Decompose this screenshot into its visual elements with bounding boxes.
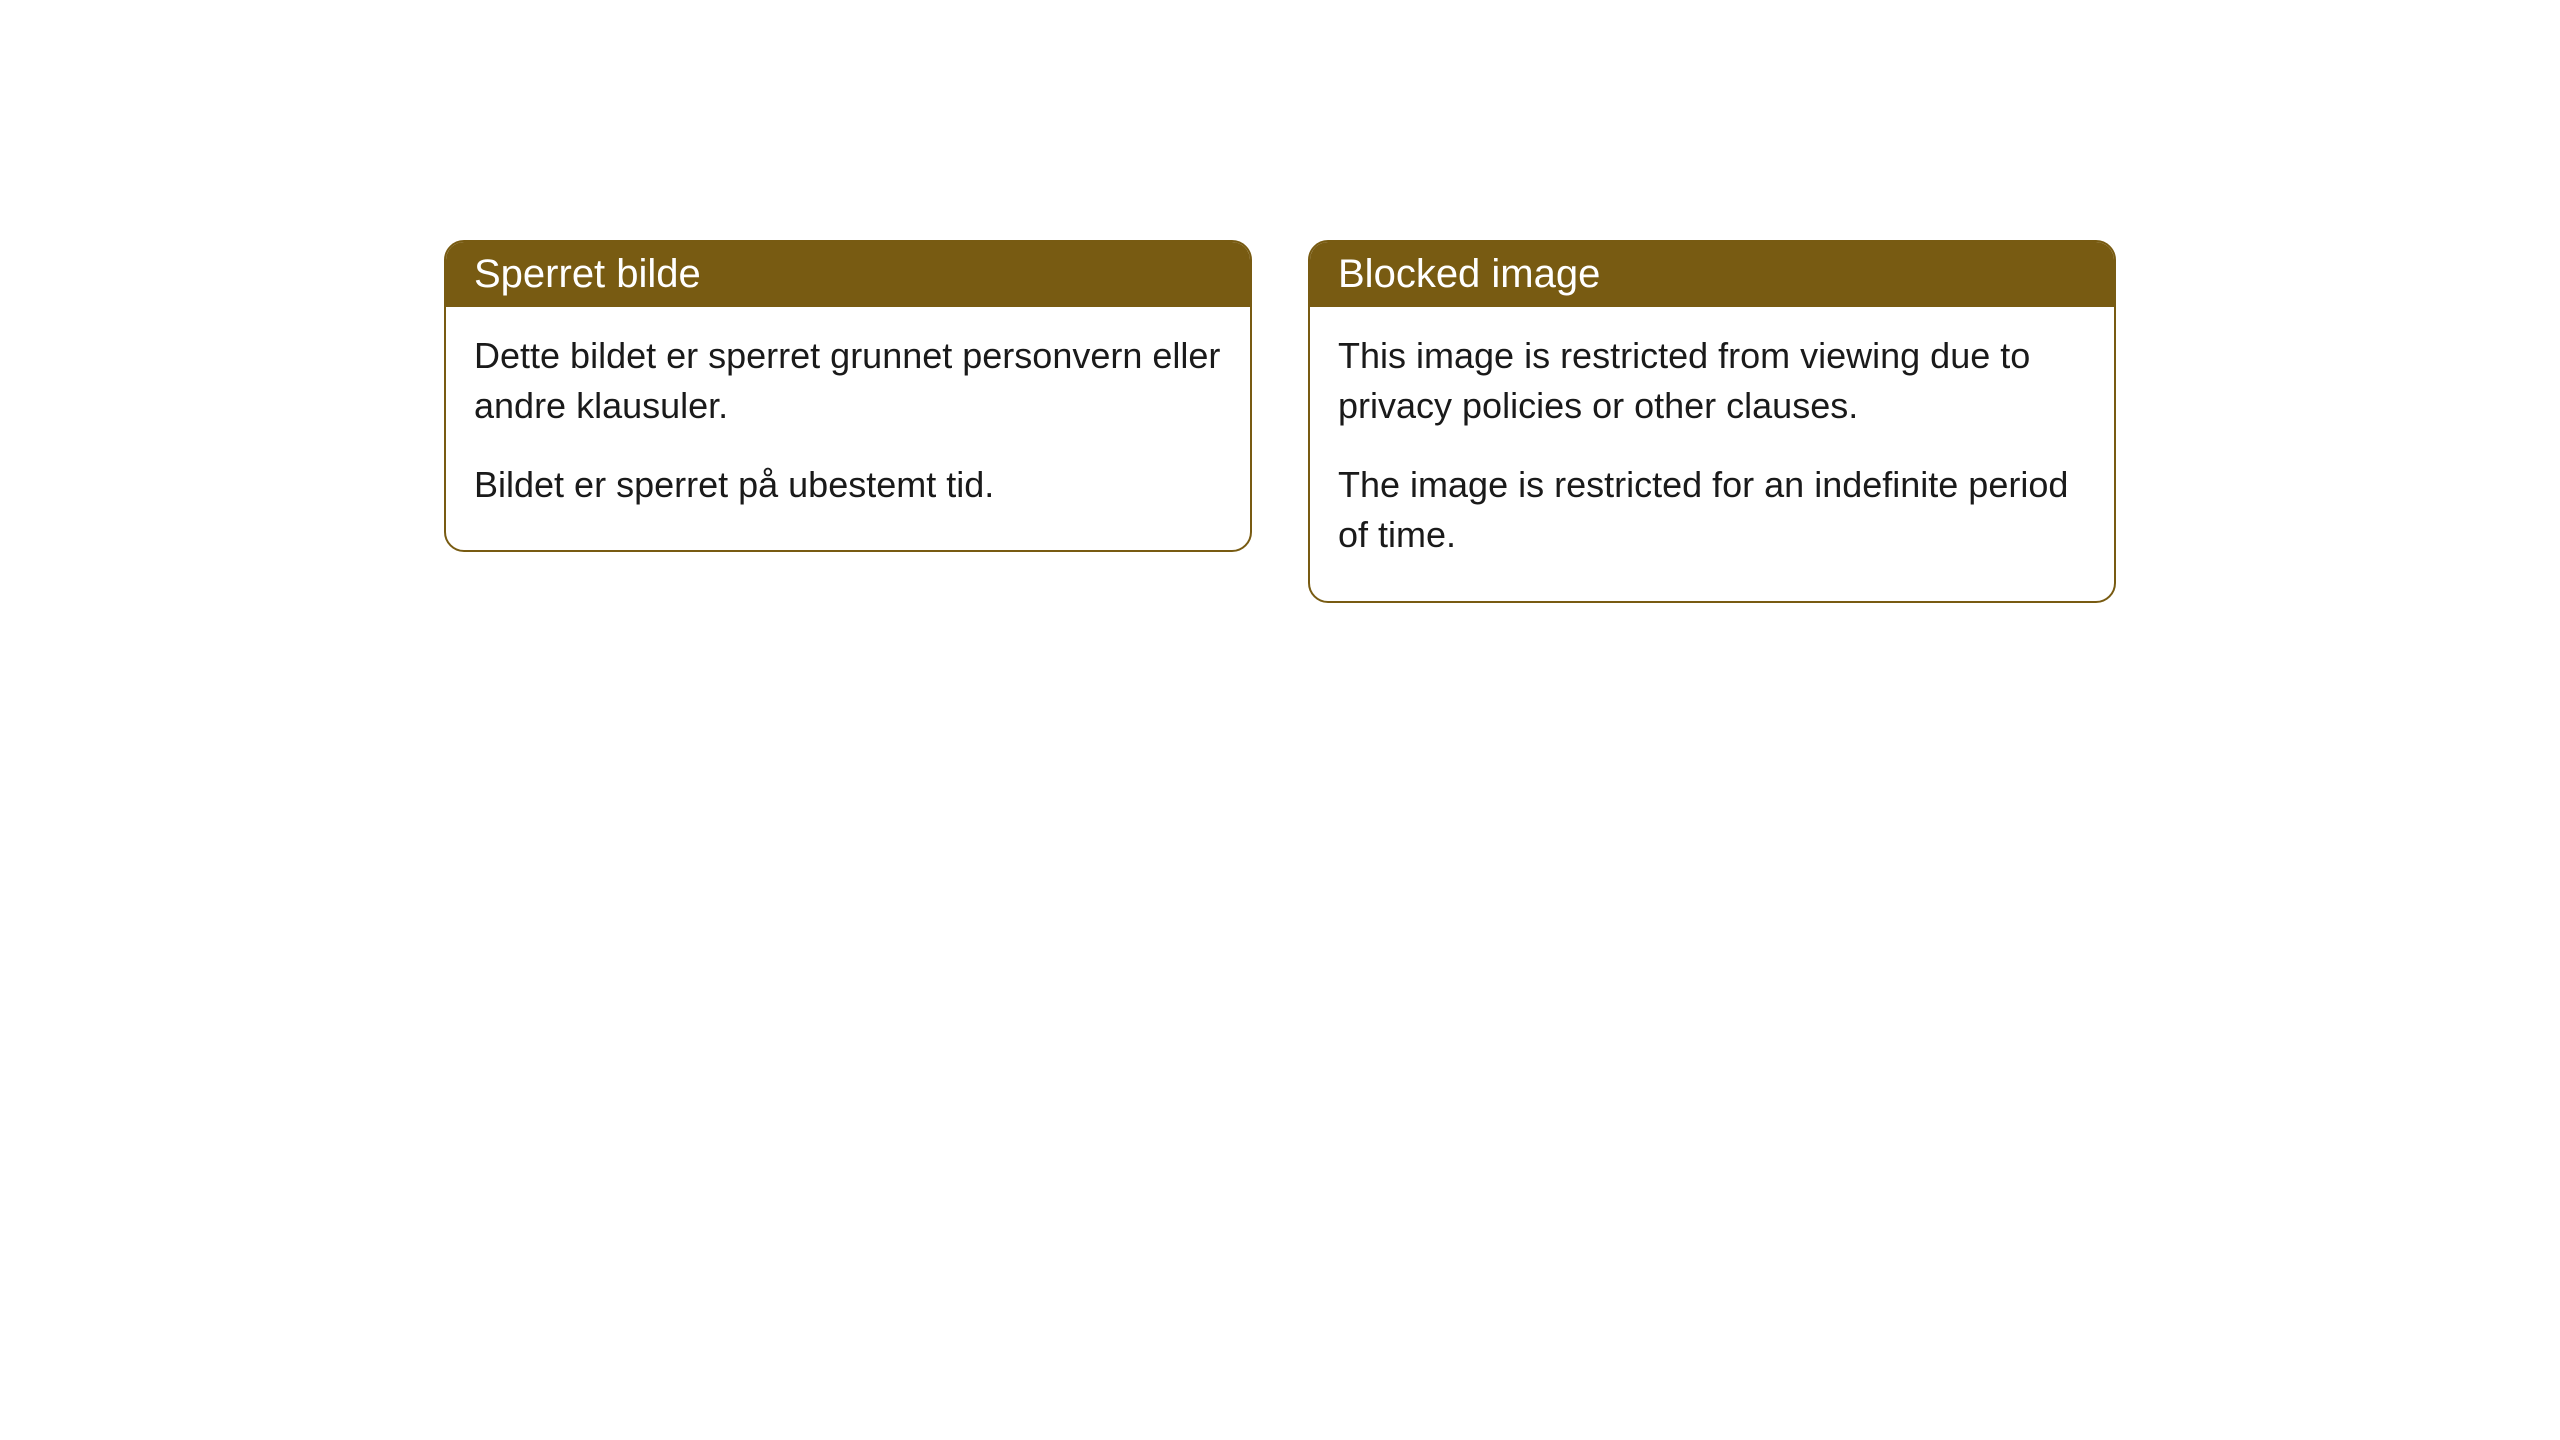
card-norwegian: Sperret bilde Dette bildet er sperret gr…: [444, 240, 1252, 552]
cards-container: Sperret bilde Dette bildet er sperret gr…: [444, 240, 2116, 1440]
card-paragraph-2: The image is restricted for an indefinit…: [1338, 460, 2086, 561]
card-english: Blocked image This image is restricted f…: [1308, 240, 2116, 603]
card-header-english: Blocked image: [1310, 242, 2114, 307]
card-paragraph-1: Dette bildet er sperret grunnet personve…: [474, 331, 1222, 432]
card-body-norwegian: Dette bildet er sperret grunnet personve…: [446, 307, 1250, 550]
card-body-english: This image is restricted from viewing du…: [1310, 307, 2114, 601]
card-paragraph-2: Bildet er sperret på ubestemt tid.: [474, 460, 1222, 510]
card-paragraph-1: This image is restricted from viewing du…: [1338, 331, 2086, 432]
card-header-norwegian: Sperret bilde: [446, 242, 1250, 307]
